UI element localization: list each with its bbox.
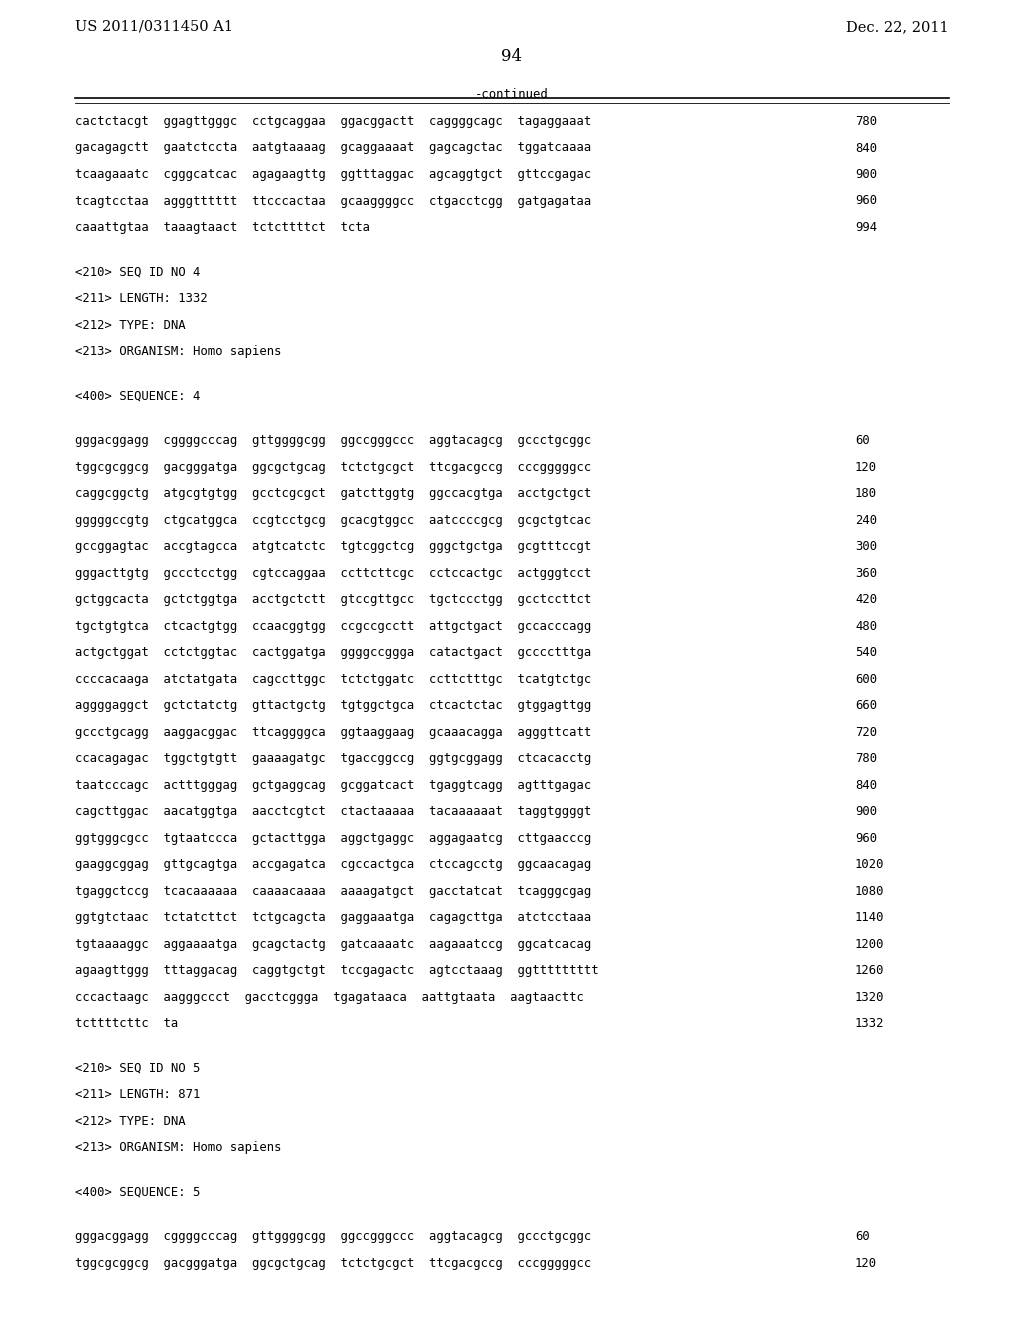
Text: cccactaagc  aagggccct  gacctcggga  tgagataaca  aattgtaata  aagtaacttc: cccactaagc aagggccct gacctcggga tgagataa…	[75, 990, 584, 1003]
Text: tggcgcggcg  gacgggatga  ggcgctgcag  tctctgcgct  ttcgacgccg  cccgggggcc: tggcgcggcg gacgggatga ggcgctgcag tctctgc…	[75, 1257, 591, 1270]
Text: 180: 180	[855, 487, 878, 500]
Text: <400> SEQUENCE: 4: <400> SEQUENCE: 4	[75, 389, 201, 403]
Text: gctggcacta  gctctggtga  acctgctctt  gtccgttgcc  tgctccctgg  gcctccttct: gctggcacta gctctggtga acctgctctt gtccgtt…	[75, 593, 591, 606]
Text: 240: 240	[855, 513, 878, 527]
Text: gccctgcagg  aaggacggac  ttcaggggca  ggtaaggaag  gcaaacagga  agggttcatt: gccctgcagg aaggacggac ttcaggggca ggtaagg…	[75, 726, 591, 738]
Text: 1140: 1140	[855, 911, 885, 924]
Text: 600: 600	[855, 672, 878, 685]
Text: ggtgggcgcc  tgtaatccca  gctacttgga  aggctgaggc  aggagaatcg  cttgaacccg: ggtgggcgcc tgtaatccca gctacttgga aggctga…	[75, 832, 591, 845]
Text: <211> LENGTH: 871: <211> LENGTH: 871	[75, 1088, 201, 1101]
Text: cactctacgt  ggagttgggc  cctgcaggaa  ggacggactt  caggggcagc  tagaggaaat: cactctacgt ggagttgggc cctgcaggaa ggacgga…	[75, 115, 591, 128]
Text: actgctggat  cctctggtac  cactggatga  ggggccggga  catactgact  gcccctttga: actgctggat cctctggtac cactggatga ggggccg…	[75, 645, 591, 659]
Text: ggtgtctaac  tctatcttct  tctgcagcta  gaggaaatga  cagagcttga  atctcctaaa: ggtgtctaac tctatcttct tctgcagcta gaggaaa…	[75, 911, 591, 924]
Text: <213> ORGANISM: Homo sapiens: <213> ORGANISM: Homo sapiens	[75, 1140, 282, 1154]
Text: gggacggagg  cggggcccag  gttggggcgg  ggccgggccc  aggtacagcg  gccctgcggc: gggacggagg cggggcccag gttggggcgg ggccggg…	[75, 434, 591, 447]
Text: gggacggagg  cggggcccag  gttggggcgg  ggccgggccc  aggtacagcg  gccctgcggc: gggacggagg cggggcccag gttggggcgg ggccggg…	[75, 1230, 591, 1243]
Text: -continued: -continued	[475, 88, 549, 102]
Text: tgctgtgtca  ctcactgtgg  ccaacggtgg  ccgccgcctt  attgctgact  gccacccagg: tgctgtgtca ctcactgtgg ccaacggtgg ccgccgc…	[75, 619, 591, 632]
Text: ccacagagac  tggctgtgtt  gaaaagatgc  tgaccggccg  ggtgcggagg  ctcacacctg: ccacagagac tggctgtgtt gaaaagatgc tgaccgg…	[75, 752, 591, 766]
Text: aggggaggct  gctctatctg  gttactgctg  tgtggctgca  ctcactctac  gtggagttgg: aggggaggct gctctatctg gttactgctg tgtggct…	[75, 700, 591, 711]
Text: caaattgtaa  taaagtaact  tctcttttct  tcta: caaattgtaa taaagtaact tctcttttct tcta	[75, 220, 370, 234]
Text: 840: 840	[855, 141, 878, 154]
Text: <213> ORGANISM: Homo sapiens: <213> ORGANISM: Homo sapiens	[75, 345, 282, 358]
Text: 1320: 1320	[855, 990, 885, 1003]
Text: 300: 300	[855, 540, 878, 553]
Text: <210> SEQ ID NO 4: <210> SEQ ID NO 4	[75, 265, 201, 279]
Text: <400> SEQUENCE: 5: <400> SEQUENCE: 5	[75, 1185, 201, 1199]
Text: 780: 780	[855, 752, 878, 766]
Text: gacagagctt  gaatctccta  aatgtaaaag  gcaggaaaat  gagcagctac  tggatcaaaa: gacagagctt gaatctccta aatgtaaaag gcaggaa…	[75, 141, 591, 154]
Text: 60: 60	[855, 1230, 869, 1243]
Text: 960: 960	[855, 194, 878, 207]
Text: 1332: 1332	[855, 1016, 885, 1030]
Text: gccggagtac  accgtagcca  atgtcatctc  tgtcggctcg  gggctgctga  gcgtttccgt: gccggagtac accgtagcca atgtcatctc tgtcggc…	[75, 540, 591, 553]
Text: cagcttggac  aacatggtga  aacctcgtct  ctactaaaaa  tacaaaaaat  taggtggggt: cagcttggac aacatggtga aacctcgtct ctactaa…	[75, 805, 591, 818]
Text: gggggccgtg  ctgcatggca  ccgtcctgcg  gcacgtggcc  aatccccgcg  gcgctgtcac: gggggccgtg ctgcatggca ccgtcctgcg gcacgtg…	[75, 513, 591, 527]
Text: gggacttgtg  gccctcctgg  cgtccaggaa  ccttcttcgc  cctccactgc  actgggtcct: gggacttgtg gccctcctgg cgtccaggaa ccttctt…	[75, 566, 591, 579]
Text: 1200: 1200	[855, 937, 885, 950]
Text: 540: 540	[855, 645, 878, 659]
Text: 660: 660	[855, 700, 878, 711]
Text: 780: 780	[855, 115, 878, 128]
Text: tcagtcctaa  agggtttttt  ttcccactaa  gcaaggggcc  ctgacctcgg  gatgagataa: tcagtcctaa agggtttttt ttcccactaa gcaaggg…	[75, 194, 591, 207]
Text: tgtaaaaggc  aggaaaatga  gcagctactg  gatcaaaatc  aagaaatccg  ggcatcacag: tgtaaaaggc aggaaaatga gcagctactg gatcaaa…	[75, 937, 591, 950]
Text: 94: 94	[502, 48, 522, 65]
Text: 480: 480	[855, 619, 878, 632]
Text: 720: 720	[855, 726, 878, 738]
Text: 420: 420	[855, 593, 878, 606]
Text: 960: 960	[855, 832, 878, 845]
Text: 1080: 1080	[855, 884, 885, 898]
Text: 120: 120	[855, 1257, 878, 1270]
Text: 1020: 1020	[855, 858, 885, 871]
Text: 1260: 1260	[855, 964, 885, 977]
Text: <211> LENGTH: 1332: <211> LENGTH: 1332	[75, 292, 208, 305]
Text: 60: 60	[855, 434, 869, 447]
Text: US 2011/0311450 A1: US 2011/0311450 A1	[75, 20, 233, 34]
Text: tgaggctccg  tcacaaaaaa  caaaacaaaa  aaaagatgct  gacctatcat  tcagggcgag: tgaggctccg tcacaaaaaa caaaacaaaa aaaagat…	[75, 884, 591, 898]
Text: Dec. 22, 2011: Dec. 22, 2011	[847, 20, 949, 34]
Text: 840: 840	[855, 779, 878, 792]
Text: ccccacaaga  atctatgata  cagccttggc  tctctggatc  ccttctttgc  tcatgtctgc: ccccacaaga atctatgata cagccttggc tctctgg…	[75, 672, 591, 685]
Text: gaaggcggag  gttgcagtga  accgagatca  cgccactgca  ctccagcctg  ggcaacagag: gaaggcggag gttgcagtga accgagatca cgccact…	[75, 858, 591, 871]
Text: 900: 900	[855, 805, 878, 818]
Text: 994: 994	[855, 220, 878, 234]
Text: taatcccagc  actttgggag  gctgaggcag  gcggatcact  tgaggtcagg  agtttgagac: taatcccagc actttgggag gctgaggcag gcggatc…	[75, 779, 591, 792]
Text: 120: 120	[855, 461, 878, 474]
Text: 900: 900	[855, 168, 878, 181]
Text: <212> TYPE: DNA: <212> TYPE: DNA	[75, 318, 185, 331]
Text: caggcggctg  atgcgtgtgg  gcctcgcgct  gatcttggtg  ggccacgtga  acctgctgct: caggcggctg atgcgtgtgg gcctcgcgct gatcttg…	[75, 487, 591, 500]
Text: 360: 360	[855, 566, 878, 579]
Text: <212> TYPE: DNA: <212> TYPE: DNA	[75, 1114, 185, 1127]
Text: <210> SEQ ID NO 5: <210> SEQ ID NO 5	[75, 1061, 201, 1074]
Text: tcaagaaatc  cgggcatcac  agagaagttg  ggtttaggac  agcaggtgct  gttccgagac: tcaagaaatc cgggcatcac agagaagttg ggtttag…	[75, 168, 591, 181]
Text: agaagttggg  tttaggacag  caggtgctgt  tccgagactc  agtcctaaag  ggttttttttt: agaagttggg tttaggacag caggtgctgt tccgaga…	[75, 964, 599, 977]
Text: tcttttcttc  ta: tcttttcttc ta	[75, 1016, 178, 1030]
Text: tggcgcggcg  gacgggatga  ggcgctgcag  tctctgcgct  ttcgacgccg  cccgggggcc: tggcgcggcg gacgggatga ggcgctgcag tctctgc…	[75, 461, 591, 474]
